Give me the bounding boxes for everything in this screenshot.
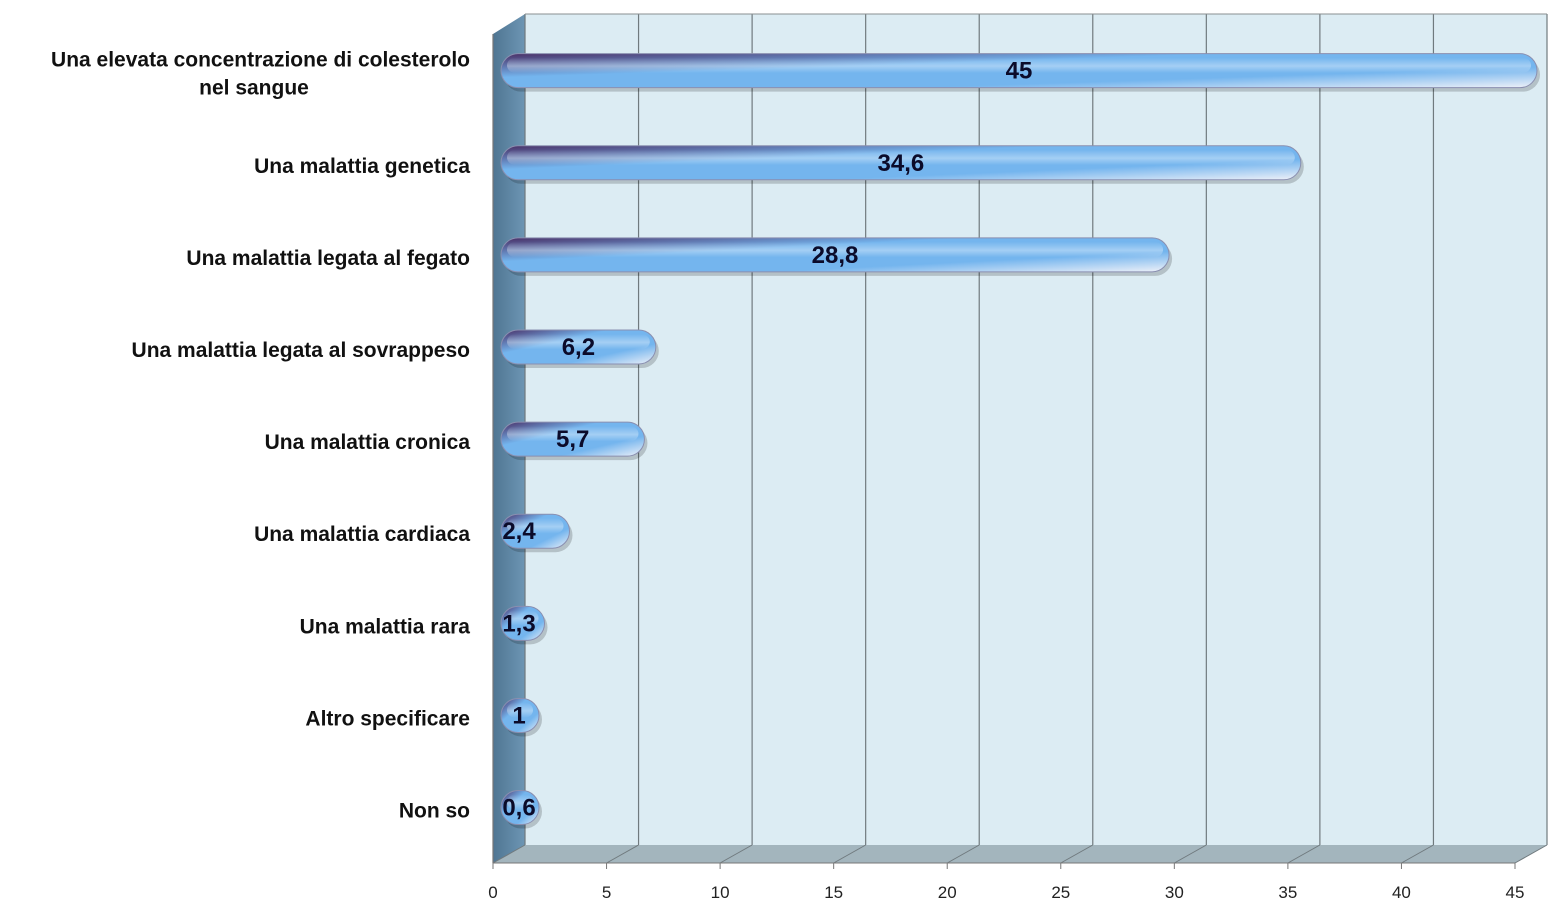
data-label: 6,2 (562, 334, 595, 361)
data-label: 34,6 (878, 150, 925, 177)
bar-highlight (507, 794, 533, 810)
data-label: 2,4 (502, 518, 536, 545)
category-label: nel sangue (199, 77, 309, 100)
floor-gridline (1287, 844, 1321, 864)
x-tick-label: 30 (1165, 883, 1184, 902)
category-label: Una malattia genetica (254, 155, 470, 178)
bar-highlight (507, 518, 564, 534)
bars (500, 53, 1540, 829)
category-label: Non so (399, 800, 470, 823)
bar-highlight (507, 702, 533, 718)
data-label: 1,3 (502, 610, 535, 637)
bar-highlight (507, 241, 1164, 258)
data-label: 5,7 (556, 426, 589, 453)
category-label: Una malattia cardiaca (254, 523, 470, 546)
floor-gridline (719, 844, 753, 864)
x-tick-label: 25 (1051, 883, 1070, 902)
plot-area (493, 14, 1547, 863)
floor-gridline (1174, 844, 1207, 864)
floor-gridline (492, 844, 526, 864)
floor-gridline (1060, 844, 1094, 864)
category-label: Altro specificare (305, 707, 470, 730)
data-label: 28,8 (812, 242, 859, 269)
bar-highlight (507, 333, 650, 350)
floor (493, 845, 1547, 863)
data-label: 0,6 (502, 795, 535, 822)
x-tick-label: 10 (711, 883, 730, 902)
x-tick-label: 20 (938, 883, 957, 902)
plot-background (525, 14, 1547, 845)
data-label: 45 (1006, 58, 1033, 85)
x-tick-label: 40 (1392, 883, 1411, 902)
x-tick-label: 15 (824, 883, 843, 902)
floor-gridline (946, 844, 980, 864)
bar-highlight (507, 610, 539, 626)
data-label: 1 (512, 702, 525, 729)
bar-highlight (507, 57, 1531, 73)
bar-highlight (507, 426, 639, 442)
floor-gridline (1514, 844, 1548, 864)
floor-gridline (606, 844, 639, 864)
category-label: Una malattia rara (300, 615, 471, 638)
x-tick-label: 0 (488, 883, 497, 902)
x-tick-label: 45 (1506, 883, 1525, 902)
axes (492, 13, 1547, 869)
x-tick-label: 35 (1278, 883, 1297, 902)
floor-gridline (1401, 844, 1434, 864)
category-label: Una malattia legata al fegato (186, 247, 470, 270)
floor-gridline (833, 844, 866, 864)
category-label: Una malattia cronica (265, 431, 471, 454)
bar-highlight (507, 149, 1295, 166)
x-tick-label: 5 (602, 883, 611, 902)
category-label: Una malattia legata al sovrappeso (132, 339, 470, 362)
labels: 0 5 10 15 20 25 30 35 40 45 45 Una elevata concentr… (51, 49, 1524, 902)
category-label: Una elevata concentrazione di colesterol… (51, 49, 470, 72)
